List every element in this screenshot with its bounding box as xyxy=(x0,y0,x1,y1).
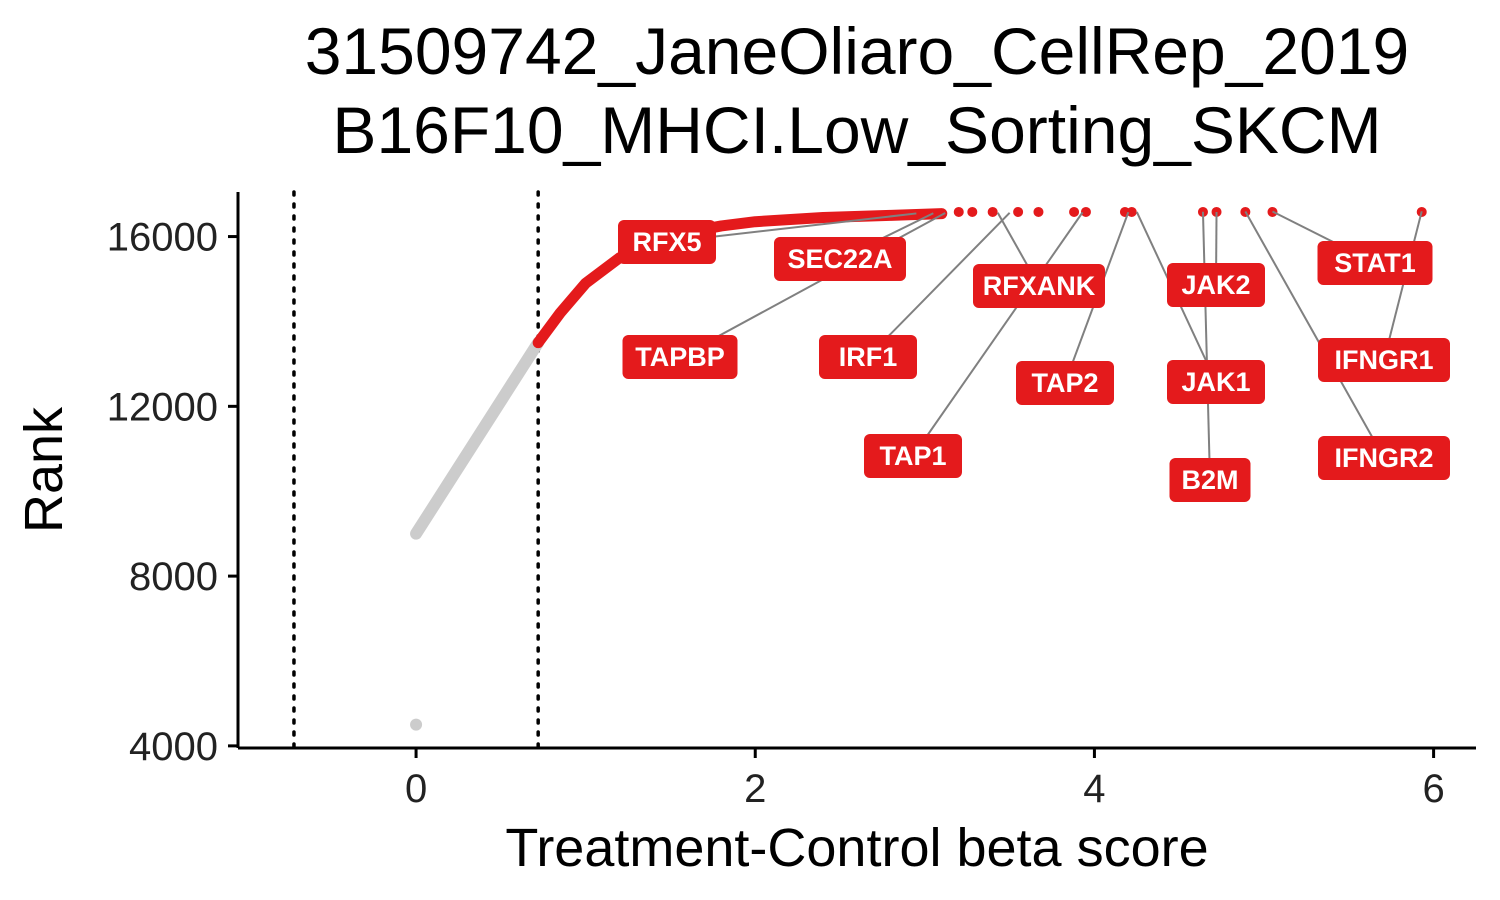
x-tick-label: 0 xyxy=(405,767,427,811)
x-axis-ticks: 0 2 4 6 xyxy=(405,748,1445,811)
gene-label-box xyxy=(1167,360,1265,404)
x-tick-label: 6 xyxy=(1422,767,1444,811)
data-point xyxy=(953,206,964,217)
gene-label: RFXANK xyxy=(983,271,1096,301)
gene-label: RFX5 xyxy=(632,227,701,257)
data-point xyxy=(967,206,978,217)
data-point xyxy=(987,206,998,217)
data-point xyxy=(1126,206,1137,217)
gene-label: JAK1 xyxy=(1181,367,1250,397)
x-tick-label: 2 xyxy=(744,767,766,811)
chart-title-line-1: 31509742_JaneOliaro_CellRep_2019 xyxy=(305,14,1410,88)
gene-label-box xyxy=(819,335,917,379)
data-point-band xyxy=(410,336,545,540)
data-point xyxy=(1033,206,1044,217)
gene-label: TAPBP xyxy=(635,342,725,372)
data-point xyxy=(410,718,423,731)
gene-label-box xyxy=(774,237,906,281)
gene-label: IFNGR2 xyxy=(1334,443,1433,473)
gene-label: JAK2 xyxy=(1181,270,1250,300)
gene-label: IFNGR1 xyxy=(1334,345,1433,375)
gene-label-box xyxy=(1318,338,1450,382)
label-connector xyxy=(1201,211,1211,481)
background-points xyxy=(410,336,545,731)
gene-label: TAP1 xyxy=(879,441,946,471)
data-point xyxy=(1080,206,1091,217)
chart-title-line-2: B16F10_MHCI.Low_Sorting_SKCM xyxy=(332,93,1381,167)
gene-label-box xyxy=(1318,436,1450,480)
x-axis-title: Treatment-Control beta score xyxy=(505,818,1208,878)
gene-label-box xyxy=(1016,361,1114,405)
label-connector xyxy=(679,212,946,358)
gene-label-box xyxy=(864,434,962,478)
y-axis-title: Rank xyxy=(14,406,74,533)
y-axis-ticks: 4000 8000 12000 16000 xyxy=(107,216,238,769)
cutoff-lines xyxy=(292,190,540,750)
data-point xyxy=(1069,206,1080,217)
x-tick-label: 4 xyxy=(1083,767,1105,811)
gene-label: STAT1 xyxy=(1334,248,1416,278)
gene-label: B2M xyxy=(1181,465,1238,495)
y-tick-label: 16000 xyxy=(107,216,218,260)
y-tick-label: 12000 xyxy=(107,385,218,429)
gene-label: IRF1 xyxy=(839,342,898,372)
gene-labels: RFX5 SEC22A TAPBP IRF1 RFXANK TAP1 TAP2 JAK2 JAK… xyxy=(618,220,1450,502)
gene-label-box xyxy=(1167,263,1265,307)
gene-label-box xyxy=(1317,241,1433,285)
gene-label-box xyxy=(618,220,716,264)
y-tick-label: 4000 xyxy=(129,725,218,769)
gene-label: TAP2 xyxy=(1031,368,1098,398)
label-connector xyxy=(867,212,1011,358)
gene-label-box xyxy=(1169,458,1251,502)
y-tick-label: 8000 xyxy=(129,555,218,599)
data-point xyxy=(1013,206,1024,217)
gene-label-box xyxy=(622,335,738,379)
label-connector xyxy=(1383,211,1423,361)
gene-label: SEC22A xyxy=(787,244,892,274)
label-connector xyxy=(912,211,1084,457)
gene-label-box xyxy=(973,264,1105,308)
label-connector xyxy=(1244,211,1385,459)
